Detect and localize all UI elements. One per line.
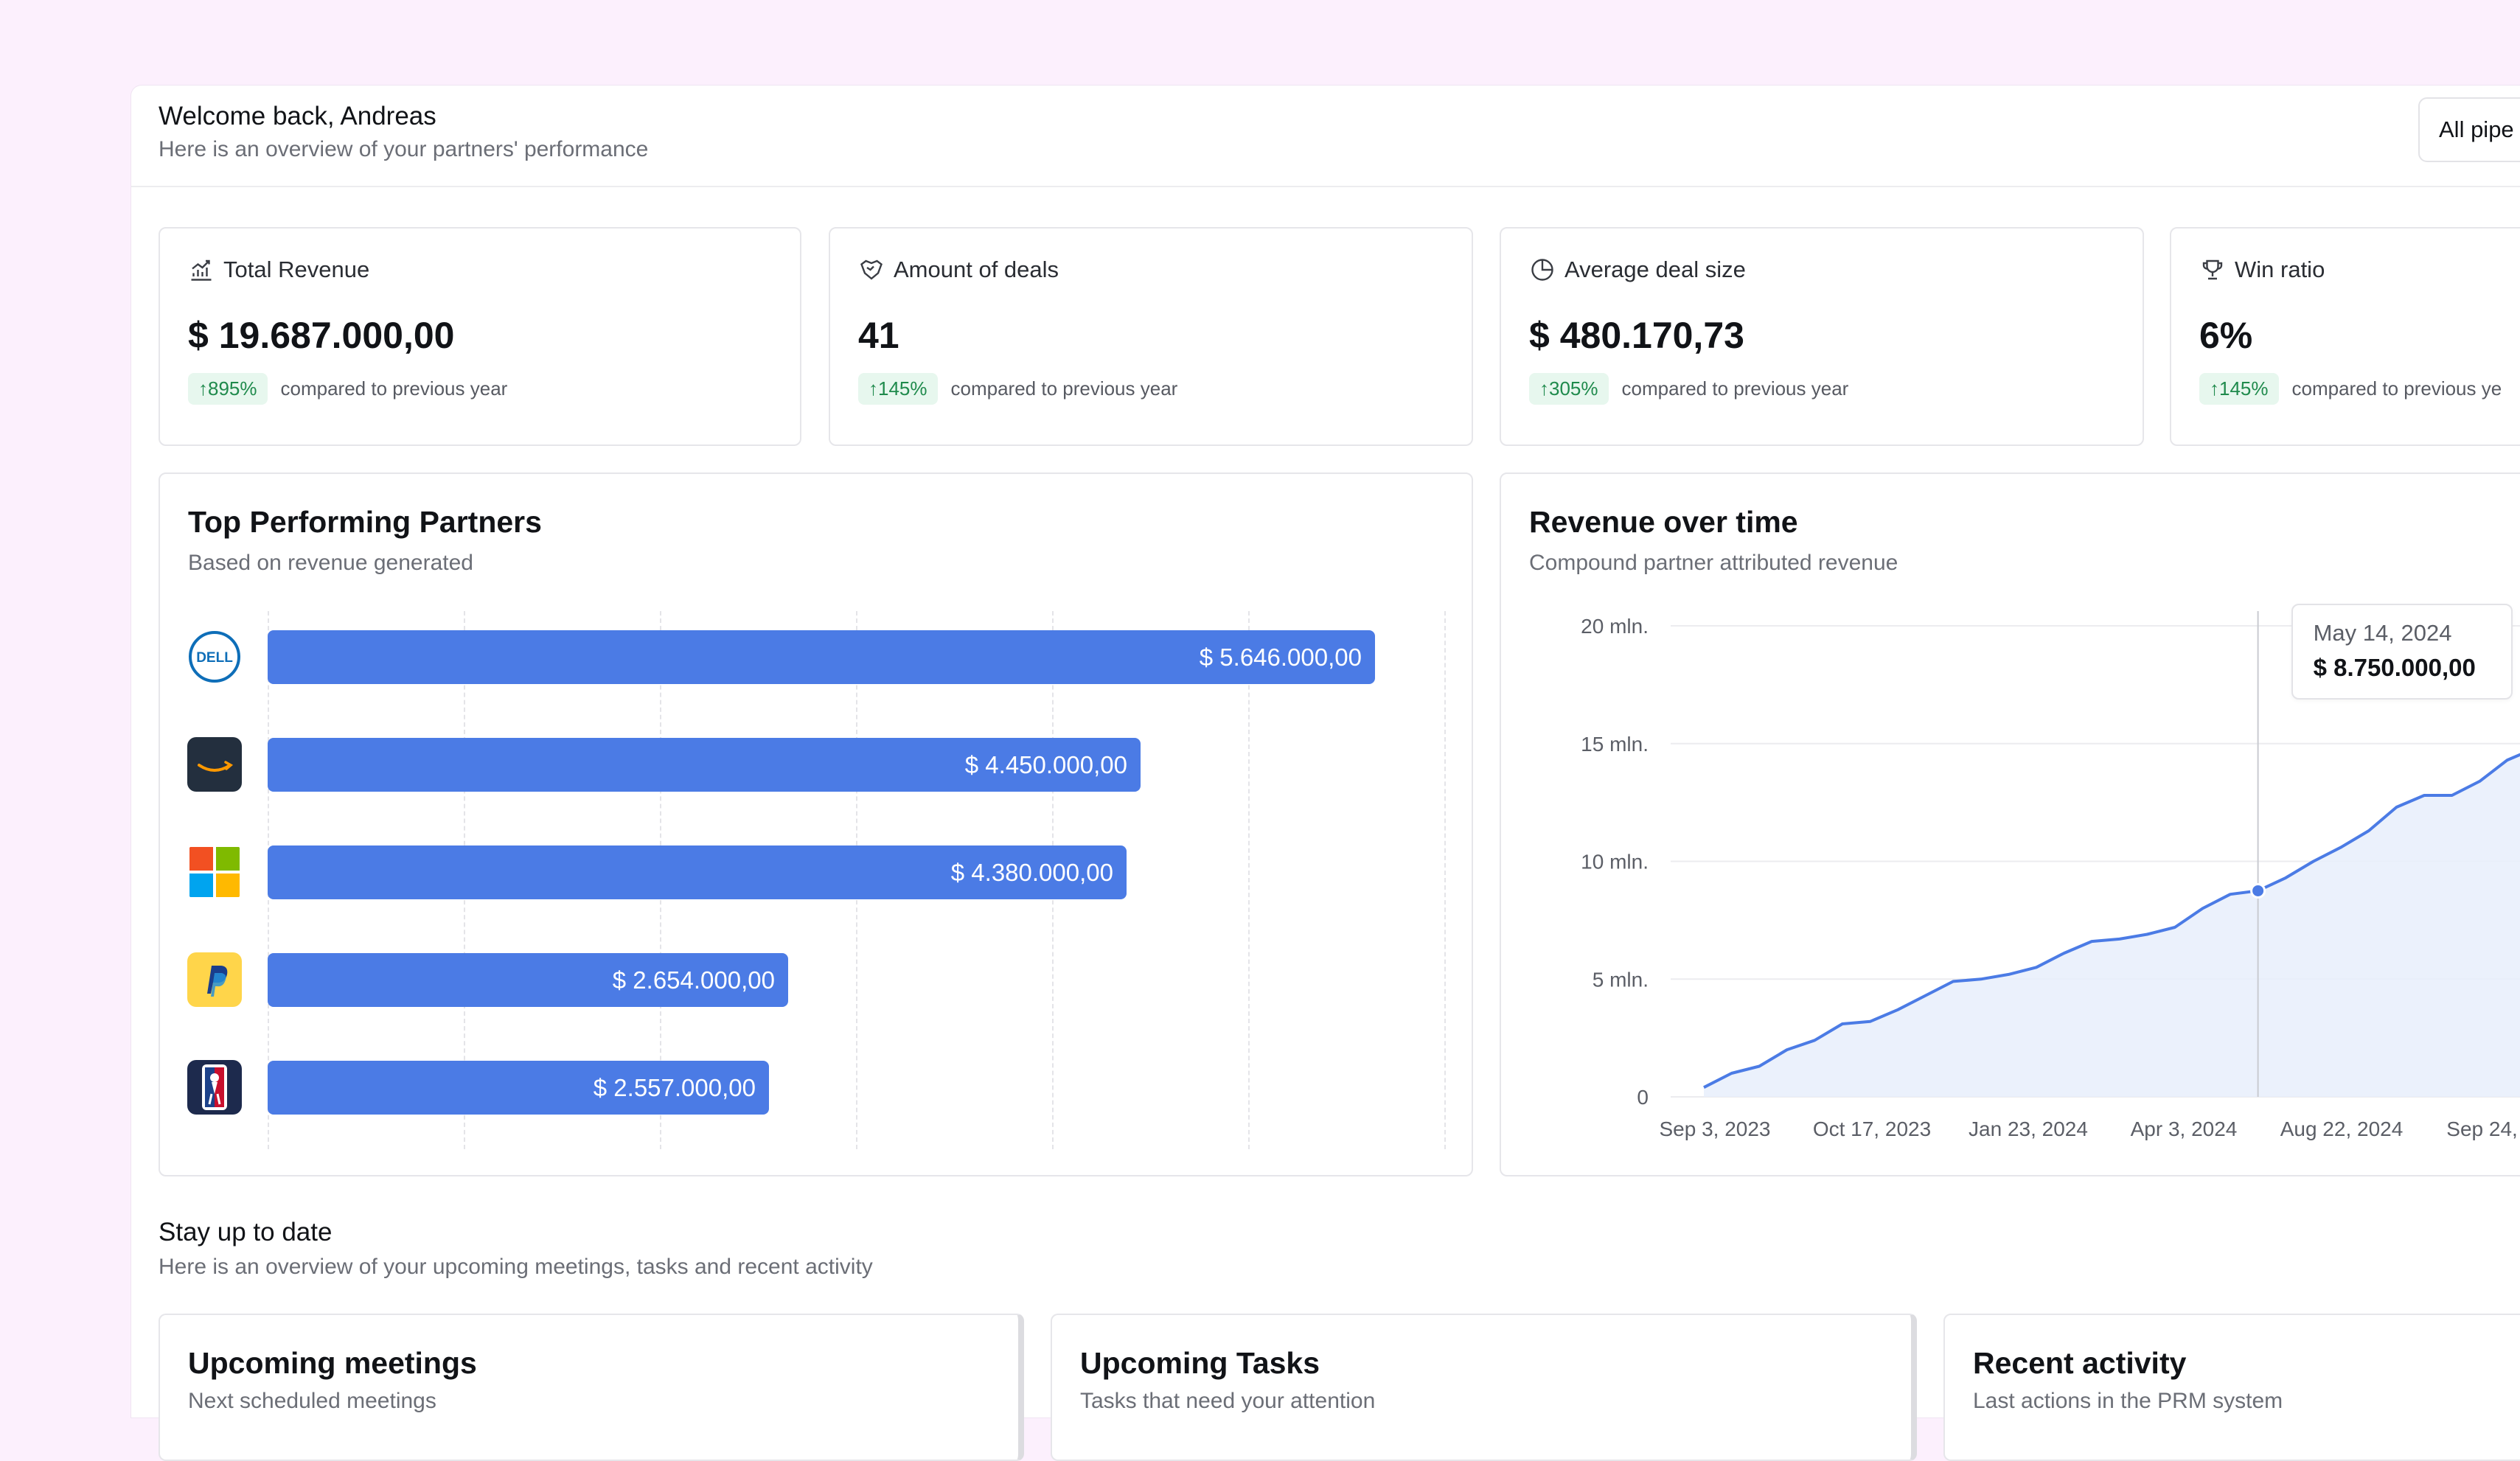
- stat-value: $ 480.170,73: [1529, 315, 1744, 356]
- partner-bar-nba[interactable]: $ 2.557.000,00: [268, 1061, 769, 1115]
- bar-value-label: $ 4.450.000,00: [964, 751, 1127, 778]
- compare-text: compared to previous ye: [2291, 377, 2502, 400]
- revenue-area-chart[interactable]: 20 mln. 15 mln. 10 mln. 5 mln. 0 Sep 3, 2023…: [1501, 474, 2520, 1178]
- card-subtitle: Tasks that need your attention: [1080, 1389, 1376, 1413]
- welcome-title: Welcome back, Andreas: [159, 102, 436, 130]
- stat-value: $ 19.687.000,00: [188, 315, 455, 356]
- tooltip-date: May 14, 2024: [2313, 620, 2452, 646]
- stat-value: 41: [858, 315, 899, 356]
- y-tick-label: 0: [1637, 1086, 1649, 1109]
- chart-line-icon: [191, 259, 212, 281]
- chart-tooltip: May 14, 2024 $ 8.750.000,00: [2291, 604, 2513, 700]
- compare-text: compared to previous year: [280, 377, 508, 400]
- top-partners-subtitle: Based on revenue generated: [188, 551, 473, 575]
- change-badge: ↑895%: [188, 373, 268, 405]
- revenue-chart-card: Revenue over time Compound partner attri…: [1500, 473, 2520, 1176]
- upcoming-tasks-card: Upcoming Tasks Tasks that need your atte…: [1051, 1314, 1917, 1461]
- stat-card-win-ratio: Win ratio 6% ↑145% compared to previous …: [2170, 227, 2520, 446]
- card-subtitle: Last actions in the PRM system: [1973, 1389, 2283, 1413]
- amazon-logo: [187, 737, 242, 792]
- partner-bar-dell[interactable]: $ 5.646.000,00: [268, 630, 1375, 684]
- compare-text: compared to previous year: [1621, 377, 1849, 400]
- card-subtitle: Next scheduled meetings: [188, 1389, 436, 1413]
- stat-card-average-deal-size: Average deal size $ 480.170,73 ↑305% com…: [1500, 227, 2144, 446]
- bar-value-label: $ 2.557.000,00: [593, 1074, 756, 1101]
- card-title: Upcoming meetings: [188, 1346, 477, 1380]
- trophy-icon: [2202, 259, 2223, 280]
- highlight-point: [2250, 882, 2266, 899]
- change-badge: ↑145%: [858, 373, 938, 405]
- revenue-chart-title: Revenue over time: [1529, 505, 1798, 539]
- change-badge: ↑305%: [1529, 373, 1609, 405]
- handshake-icon: [860, 259, 883, 280]
- compare-text: compared to previous year: [950, 377, 1178, 400]
- y-tick-label: 15 mln.: [1581, 733, 1649, 756]
- partner-bar-microsoft[interactable]: $ 4.380.000,00: [268, 845, 1127, 899]
- top-partners-title: Top Performing Partners: [188, 505, 542, 539]
- recent-activity-card: Recent activity Last actions in the PRM …: [1943, 1314, 2520, 1461]
- stat-label-text: Amount of deals: [894, 257, 1059, 282]
- pie-chart-icon: [1531, 259, 1553, 281]
- grid-line: [1444, 611, 1446, 1149]
- revenue-line: [1703, 753, 2520, 1089]
- x-tick-label: Apr 3, 2024: [2131, 1117, 2238, 1140]
- bar-value-label: $ 5.646.000,00: [1199, 644, 1362, 671]
- svg-text:DELL: DELL: [196, 650, 233, 666]
- bar-value-label: $ 4.380.000,00: [950, 859, 1113, 886]
- card-title: Recent activity: [1973, 1346, 2187, 1380]
- dell-logo: DELL: [187, 630, 242, 684]
- card-title: Upcoming Tasks: [1080, 1346, 1320, 1380]
- paypal-logo: [187, 952, 242, 1007]
- stat-value: 6%: [2199, 315, 2253, 356]
- partner-bar-paypal[interactable]: $ 2.654.000,00: [268, 953, 788, 1007]
- stat-label-text: Average deal size: [1564, 257, 1746, 282]
- stat-card-total-revenue: Total Revenue $ 19.687.000,00 ↑895% comp…: [159, 227, 801, 446]
- x-tick-label: Sep 24, 20: [2446, 1117, 2520, 1140]
- upcoming-meetings-card: Upcoming meetings Next scheduled meeting…: [159, 1314, 1024, 1461]
- y-tick-label: 10 mln.: [1581, 851, 1649, 874]
- bar-value-label: $ 2.654.000,00: [612, 966, 775, 994]
- y-tick-label: 20 mln.: [1581, 615, 1649, 638]
- x-tick-label: Aug 22, 2024: [2280, 1117, 2404, 1140]
- microsoft-logo: [187, 845, 242, 899]
- stat-card-amount-of-deals: Amount of deals 41 ↑145% compared to pre…: [829, 227, 1473, 446]
- stat-label-text: Win ratio: [2235, 257, 2325, 282]
- pipeline-select[interactable]: All pipe: [2418, 97, 2520, 162]
- x-tick-label: Jan 23, 2024: [1969, 1117, 2088, 1140]
- tooltip-value: $ 8.750.000,00: [2313, 654, 2476, 681]
- x-tick-label: Sep 3, 2023: [1659, 1117, 1770, 1140]
- change-badge: ↑145%: [2199, 373, 2279, 405]
- header-bar: Welcome back, Andreas Here is an overvie…: [131, 86, 2520, 187]
- stay-up-to-date-title: Stay up to date: [159, 1218, 333, 1246]
- grid-line: [1248, 611, 1250, 1149]
- revenue-chart-subtitle: Compound partner attributed revenue: [1529, 551, 1898, 575]
- x-tick-label: Oct 17, 2023: [1813, 1117, 1931, 1140]
- partner-bar-amazon[interactable]: $ 4.450.000,00: [268, 738, 1141, 792]
- stat-label-text: Total Revenue: [223, 257, 370, 282]
- welcome-subtitle: Here is an overview of your partners' pe…: [159, 137, 649, 161]
- revenue-area: [1704, 754, 2520, 1097]
- y-tick-label: 5 mln.: [1593, 968, 1649, 991]
- nba-logo: [187, 1060, 242, 1115]
- top-partners-card: Top Performing Partners Based on revenue…: [159, 473, 1473, 1176]
- stay-up-to-date-subtitle: Here is an overview of your upcoming mee…: [159, 1255, 873, 1279]
